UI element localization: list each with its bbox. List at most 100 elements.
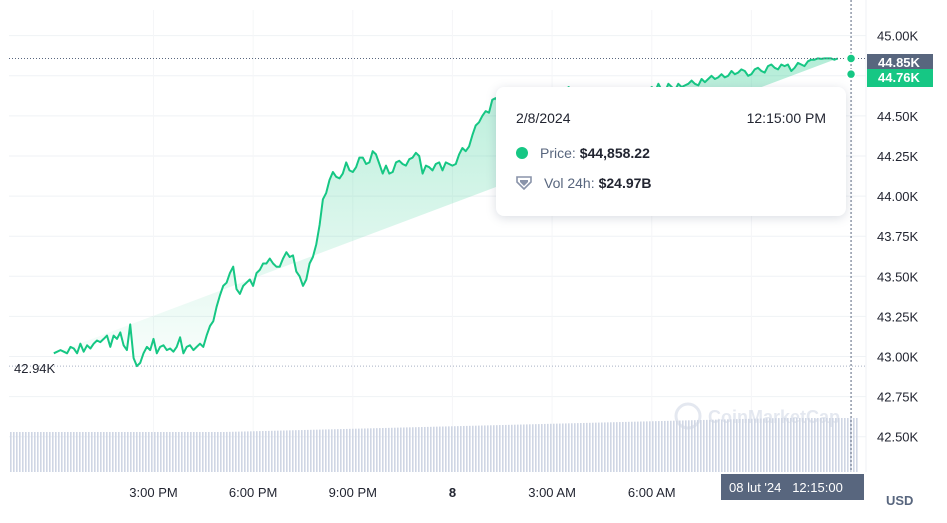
volume-bar xyxy=(508,424,510,472)
volume-bar xyxy=(88,432,90,472)
grid-lines xyxy=(9,0,867,472)
volume-bar xyxy=(349,428,351,472)
volume-bar xyxy=(226,431,228,472)
y-tick-label: 44.00K xyxy=(877,189,919,204)
volume-bar xyxy=(694,420,696,472)
volume-bar xyxy=(706,419,708,472)
y-tick-label: 44.25K xyxy=(877,149,919,164)
volume-bar xyxy=(205,432,207,472)
volume-bar xyxy=(154,432,156,472)
volume-bar xyxy=(376,428,378,472)
volume-bar xyxy=(259,431,261,472)
volume-bar xyxy=(256,431,258,472)
volume-bar xyxy=(667,420,669,472)
volume-bar xyxy=(379,428,381,472)
volume-bar xyxy=(238,431,240,472)
volume-bar xyxy=(220,432,222,472)
price-tooltip: 2/8/2024 12:15:00 PM Price: $44,858.22 V… xyxy=(496,87,846,216)
volume-bar xyxy=(250,431,252,472)
volume-bar xyxy=(100,432,102,472)
volume-bar xyxy=(316,429,318,472)
volume-bar xyxy=(844,418,846,472)
volume-bar xyxy=(673,420,675,472)
volume-bar xyxy=(313,429,315,472)
volume-bar xyxy=(328,429,330,472)
volume-bar xyxy=(847,418,849,472)
x-tick-label: 3:00 AM xyxy=(528,485,576,500)
volume-bar xyxy=(85,432,87,472)
volume-bar xyxy=(268,430,270,472)
volume-bar xyxy=(163,432,165,472)
volume-bar xyxy=(451,426,453,472)
volume-bar xyxy=(748,418,750,472)
volume-bar xyxy=(778,418,780,472)
volume-bar xyxy=(289,430,291,472)
volume-bar xyxy=(739,419,741,472)
volume-bar xyxy=(598,422,600,472)
volume-bar xyxy=(535,424,537,472)
volume-bar xyxy=(856,418,858,472)
volume-bar xyxy=(688,420,690,472)
volume-bar xyxy=(22,432,24,472)
volume-bar xyxy=(421,427,423,472)
volume-bar xyxy=(103,432,105,472)
tooltip-volume-row: Vol 24h: $24.97B xyxy=(516,175,652,191)
volume-bar xyxy=(736,419,738,472)
volume-bar xyxy=(751,418,753,472)
volume-bar xyxy=(106,432,108,472)
volume-bar xyxy=(823,418,825,472)
volume-bar xyxy=(580,423,582,472)
volume-bar xyxy=(463,425,465,472)
currency-label: USD xyxy=(886,493,914,508)
volume-bar xyxy=(382,428,384,472)
volume-bar xyxy=(55,432,57,472)
volume-bar xyxy=(679,420,681,472)
volume-bar xyxy=(352,428,354,472)
volume-bar xyxy=(265,430,267,472)
y-tick-label: 42.75K xyxy=(877,390,919,405)
volume-bar xyxy=(70,432,72,472)
x-tick-label: 9:00 PM xyxy=(329,485,377,500)
volume-bar xyxy=(664,420,666,472)
volume-bar xyxy=(772,418,774,472)
volume-bar xyxy=(577,423,579,472)
volume-bar xyxy=(646,421,648,472)
price-line xyxy=(53,57,839,368)
volume-bar xyxy=(553,423,555,472)
tooltip-price-row: Price: $44,858.22 xyxy=(516,145,650,161)
volume-bar xyxy=(121,432,123,472)
volume-bar xyxy=(448,426,450,472)
volume-bar xyxy=(169,432,171,472)
volume-bar xyxy=(295,430,297,472)
open-price-label: 42.94K xyxy=(14,361,56,376)
volume-bar xyxy=(619,422,621,472)
volume-bar xyxy=(400,427,402,472)
volume-bar xyxy=(58,432,60,472)
volume-bar xyxy=(319,429,321,472)
volume-bar xyxy=(727,419,729,472)
volume-bar xyxy=(277,430,279,472)
volume-bar xyxy=(292,430,294,472)
volume-bar xyxy=(52,432,54,472)
volume-bar xyxy=(397,427,399,472)
volume-bar xyxy=(10,432,12,472)
volume-bar xyxy=(628,421,630,472)
volume-bar xyxy=(832,418,834,472)
volume-bar xyxy=(622,421,624,472)
volume-bar xyxy=(322,429,324,472)
volume-bar xyxy=(658,421,660,472)
volume-bar xyxy=(682,420,684,472)
y-axis: 45.00K44.75K44.50K44.25K44.00K43.75K43.5… xyxy=(877,29,919,445)
volume-bar xyxy=(331,429,333,472)
volume-bar xyxy=(523,424,525,472)
volume-bar xyxy=(241,431,243,472)
y-tick-label: 43.50K xyxy=(877,269,919,284)
volume-bar xyxy=(574,423,576,472)
volume-bar xyxy=(253,431,255,472)
volume-bar xyxy=(208,432,210,472)
volume-bar xyxy=(742,418,744,472)
volume-bar xyxy=(691,420,693,472)
volume-bar xyxy=(655,421,657,472)
volume-bar xyxy=(334,429,336,472)
